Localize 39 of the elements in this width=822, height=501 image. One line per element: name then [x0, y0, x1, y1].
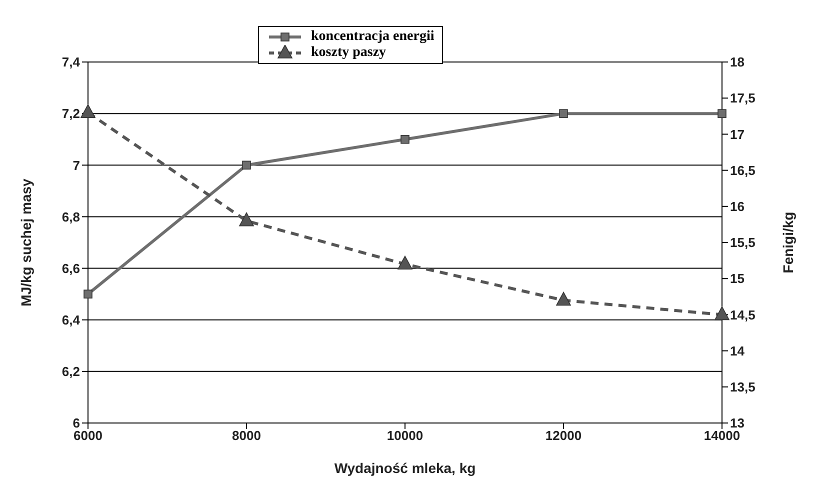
y-tick-label: 6	[72, 416, 80, 431]
y2-tick-label: 15,5	[730, 235, 756, 250]
y2-tick-label: 18	[730, 54, 744, 70]
x-tick-label: 14000	[704, 428, 740, 444]
y-tick-label: 6,4	[62, 312, 81, 328]
y-axis-title: MJ/kg suchej masy	[18, 178, 34, 306]
point	[398, 256, 412, 270]
x-tick-label: 8000	[232, 428, 261, 444]
y2-tick-label: 16,5	[730, 162, 756, 178]
y2-tick-label: 17	[730, 126, 744, 142]
point	[84, 290, 92, 298]
point	[239, 212, 254, 226]
y2-tick-label: 13,5	[730, 380, 756, 395]
x-tick-label: 10000	[386, 428, 424, 444]
legend-label: koszty paszy	[311, 45, 386, 61]
point	[559, 109, 568, 118]
y2-tick-label: 14,5	[730, 307, 756, 322]
x-tick-label: 6000	[74, 428, 102, 444]
y2-tick-label: 17,5	[730, 90, 756, 106]
y-tick-label: 7	[72, 158, 80, 173]
point	[80, 104, 96, 118]
y2-axis-title: Fenigi/kg	[780, 212, 796, 274]
y2-tick-label: 14	[730, 343, 746, 358]
legend-label: koncentracja energii	[311, 29, 434, 45]
x-axis-title: Wydajność mleka, kg	[334, 460, 476, 476]
y2-tick-label: 15	[730, 271, 744, 286]
y-tick-label: 7,2	[62, 106, 80, 122]
x-tick-label: 12000	[545, 428, 582, 444]
y2-tick-label: 16	[730, 199, 744, 214]
y-tick-label: 7,4	[62, 54, 81, 70]
y2-tick-label: 13	[730, 416, 744, 431]
point	[556, 292, 571, 306]
point	[400, 134, 410, 144]
point	[714, 306, 730, 320]
y-tick-label: 6,6	[62, 260, 80, 276]
point	[242, 160, 251, 170]
y-tick-label: 6,8	[62, 209, 80, 224]
y-tick-label: 6,2	[62, 364, 80, 380]
point	[718, 109, 726, 118]
